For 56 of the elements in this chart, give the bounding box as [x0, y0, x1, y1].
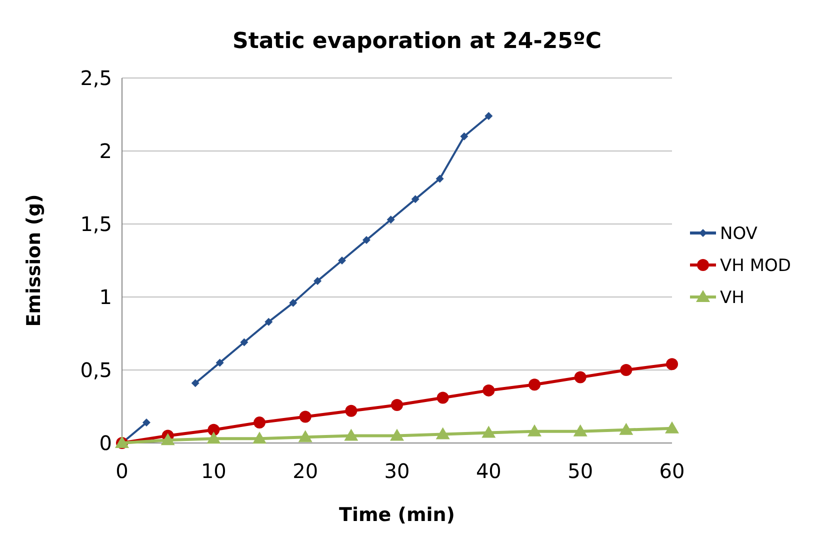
point [142, 418, 150, 427]
y-tick-label: 2 [99, 139, 112, 163]
point [619, 422, 634, 435]
point [482, 426, 496, 438]
point [528, 424, 542, 436]
y-tick-label: 1 [99, 285, 112, 309]
y-tick-label: 1,5 [80, 212, 112, 236]
point [216, 358, 224, 367]
x-tick-label: 60 [659, 459, 685, 483]
x-axis-title: Time (min) [339, 504, 455, 526]
point [436, 427, 450, 440]
point [460, 132, 468, 140]
point [386, 216, 395, 224]
x-tick-label: 20 [292, 459, 318, 483]
point [254, 416, 266, 429]
point [573, 424, 588, 436]
point [390, 428, 404, 441]
legend-label: NOV [720, 224, 758, 244]
point [314, 276, 322, 285]
legend-label: VH [720, 288, 744, 308]
point [264, 318, 273, 326]
point [436, 392, 449, 404]
point [299, 410, 312, 423]
point [391, 399, 403, 412]
point [338, 256, 346, 264]
point [345, 404, 358, 417]
point [191, 379, 200, 388]
point [528, 378, 540, 391]
point [362, 236, 370, 244]
point [206, 432, 221, 444]
y-tick-label: 2,5 [80, 66, 112, 90]
point [298, 430, 312, 442]
x-tick-label: 30 [384, 459, 410, 483]
point [160, 433, 175, 446]
point [484, 112, 493, 120]
y-axis-title: Emission (g) [23, 194, 45, 327]
point [208, 424, 220, 436]
point [344, 428, 358, 441]
x-tick-label: 40 [476, 459, 502, 483]
point [252, 432, 266, 444]
point [289, 298, 298, 307]
point [240, 338, 248, 346]
y-tick-label: 0,5 [80, 358, 112, 382]
point [666, 358, 678, 370]
point [436, 174, 444, 183]
chart-title: Static evaporation at 24-25ºC [232, 29, 602, 54]
point [482, 384, 495, 396]
point [411, 195, 420, 204]
legend-label: VH MOD [720, 256, 791, 276]
point [620, 364, 632, 376]
y-tick-label: 0 [99, 431, 112, 455]
x-tick-label: 10 [200, 459, 226, 483]
point [665, 421, 679, 434]
x-tick-label: 0 [116, 459, 128, 483]
x-tick-label: 50 [568, 459, 594, 483]
point [574, 371, 586, 384]
